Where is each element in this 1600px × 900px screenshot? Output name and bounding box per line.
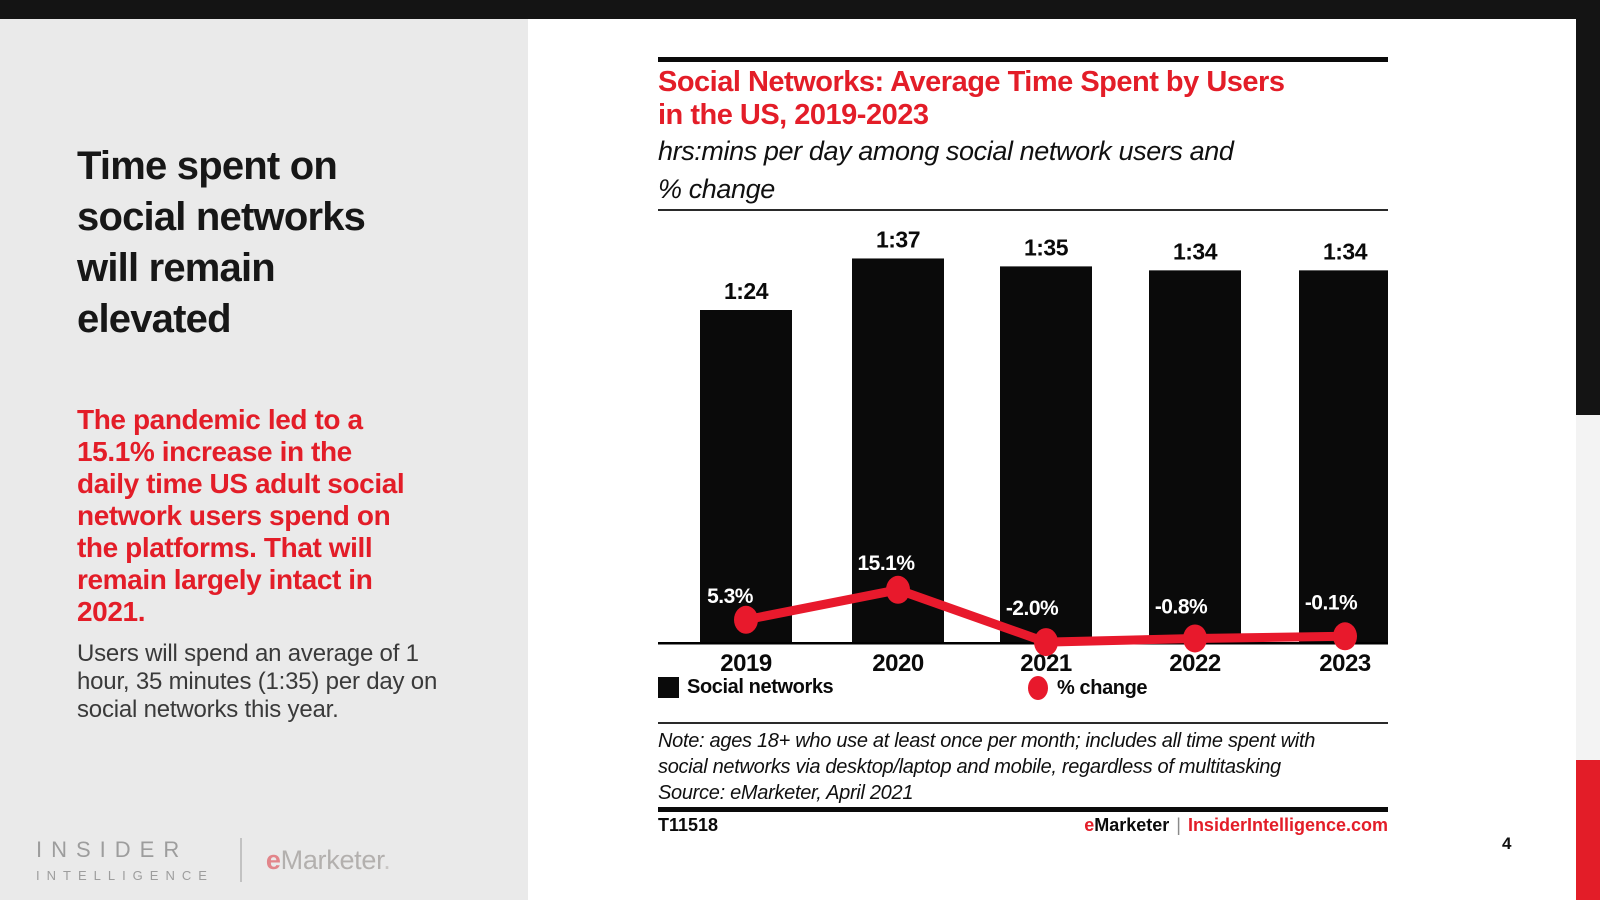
right-accent-gray [1576, 415, 1600, 760]
chart-footer: T11518 eMarketer | InsiderIntelligence.com [658, 815, 1388, 837]
page-number: 4 [1502, 834, 1512, 853]
top-accent-bar [0, 0, 1600, 19]
rule-bottom [658, 807, 1388, 812]
supporting-text: Users will spend an average of 1 hour, 3… [77, 640, 438, 723]
emarketer-logo: eMarketer. [266, 845, 391, 876]
rule-top [658, 57, 1388, 62]
slide-title: Time spent on social networks will remai… [77, 144, 366, 341]
chart-card: Social Networks: Average Time Spent by U… [658, 0, 1388, 900]
footer-site-link: InsiderIntelligence.com [1187, 815, 1388, 835]
emarketer-logo-mark: . [383, 844, 391, 875]
svg-text:2021: 2021 [1020, 650, 1072, 672]
legend-item-pct-change: % change [1028, 676, 1148, 700]
legend-item-social-networks: Social networks [658, 676, 834, 699]
svg-text:5.3%: 5.3% [707, 585, 754, 608]
logo-divider [239, 838, 242, 882]
sidebar: Time spent on social networks will remai… [0, 19, 528, 900]
svg-text:-0.1%: -0.1% [1305, 591, 1358, 614]
chart-subtitle: hrs:mins per day among social network us… [658, 136, 1234, 204]
emarketer-logo-rest: Marketer [280, 844, 384, 875]
svg-text:-0.8%: -0.8% [1155, 595, 1208, 618]
highlight-text: The pandemic led to a 15.1% increase in … [77, 404, 405, 627]
chart-id: T11518 [658, 815, 719, 835]
rule-above-note [658, 722, 1388, 724]
svg-text:-2.0%: -2.0% [1006, 597, 1059, 620]
insider-intelligence-logo: INSIDER INTELLIGENCE [36, 837, 214, 883]
chart-title: Social Networks: Average Time Spent by U… [658, 66, 1285, 131]
right-accent-black [1576, 0, 1600, 415]
svg-text:2020: 2020 [872, 650, 924, 672]
svg-text:2023: 2023 [1319, 650, 1371, 672]
svg-text:2022: 2022 [1169, 650, 1221, 672]
svg-text:1:34: 1:34 [1173, 238, 1218, 264]
legend-label-social-networks: Social networks [687, 676, 834, 698]
svg-text:1:24: 1:24 [724, 278, 769, 304]
legend-swatch-square [658, 677, 679, 698]
svg-text:2019: 2019 [720, 650, 772, 672]
chart-note: Note: ages 18+ who use at least once per… [658, 730, 1316, 804]
legend-label-pct-change: % change [1057, 676, 1148, 699]
combo-bar-line-chart: 1:24 2019 1:37 2020 1:35 2021 1:34 2022 1:34 2023… [658, 226, 1388, 672]
chart-legend: Social networks % change [658, 676, 1388, 704]
insider-wordmark: INSIDER [36, 837, 189, 862]
svg-text:15.1%: 15.1% [857, 552, 915, 575]
right-accent-red [1576, 760, 1600, 900]
brand-lockup: INSIDER INTELLIGENCE eMarketer. [36, 837, 391, 883]
legend-swatch-circle [1028, 676, 1048, 700]
rule-under-subtitle [658, 209, 1388, 211]
footer-emarketer-rest: Marketer [1094, 815, 1170, 835]
footer-emarketer-e: e [1084, 815, 1095, 835]
svg-text:1:35: 1:35 [1024, 234, 1069, 260]
footer-separator: | [1176, 815, 1181, 835]
intelligence-wordmark: INTELLIGENCE [36, 868, 214, 883]
emarketer-logo-e: e [265, 844, 281, 875]
svg-text:1:34: 1:34 [1323, 238, 1368, 264]
footer-brand: eMarketer | InsiderIntelligence.com [1084, 815, 1388, 836]
svg-text:1:37: 1:37 [876, 226, 920, 252]
